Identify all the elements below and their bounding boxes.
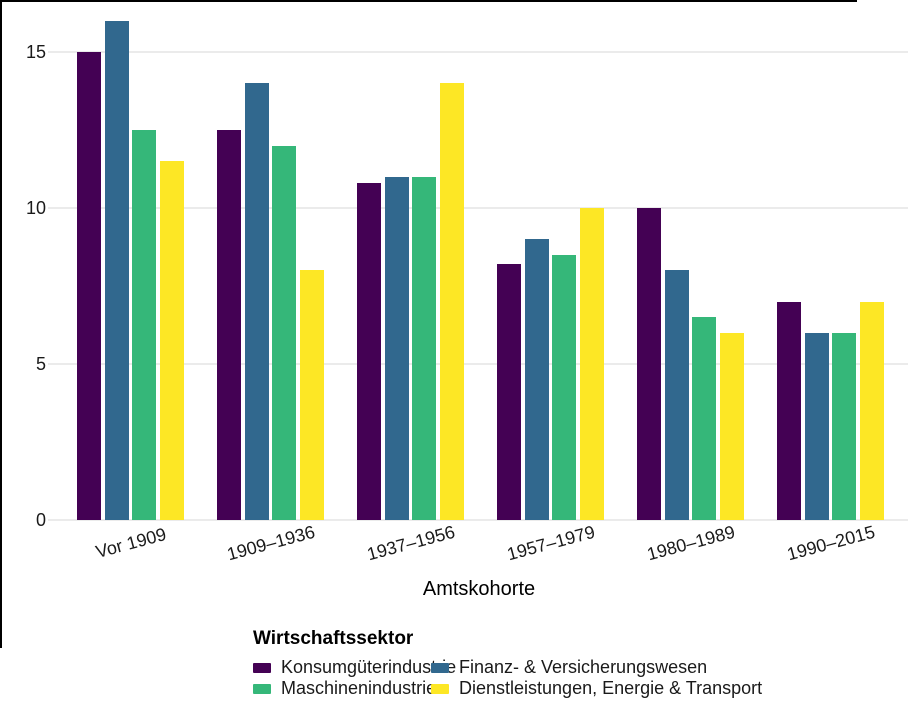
bar-1937–1956-1 xyxy=(357,183,382,520)
bar-Vor-1909-1 xyxy=(77,52,102,520)
gridline-y-5 xyxy=(48,363,908,365)
bar-Vor-1909-3 xyxy=(132,130,157,520)
bar-1909–1936-2 xyxy=(244,83,269,520)
bar-1909–1936-1 xyxy=(217,130,242,520)
legend-label-4: Dienstleistungen, Energie & Transport xyxy=(459,678,763,698)
legend-label-3: Maschinenindustrie xyxy=(281,678,437,698)
legend-item-4: Dienstleistungen, Energie & Transport xyxy=(431,678,762,699)
x-tick-label-1: Vor 1909 xyxy=(93,524,168,562)
x-tick-label-5: 1980–1989 xyxy=(644,521,737,565)
legend-swatch-1 xyxy=(253,662,271,673)
bar-Vor-1909-4 xyxy=(159,161,184,520)
bar-1909–1936-3 xyxy=(272,145,297,520)
gridline-y-10 xyxy=(48,207,908,209)
legend-swatch-4 xyxy=(431,683,449,694)
legend-items: Konsumgüterindustrie Finanz- & Versicheru… xyxy=(253,657,762,699)
bar-1990–2015-1 xyxy=(777,301,802,520)
bar-1937–1956-2 xyxy=(384,176,409,520)
bar-1990–2015-3 xyxy=(832,332,857,520)
gridline-y-0 xyxy=(48,519,908,521)
y-tick-label-5: 5 xyxy=(35,354,46,374)
legend-title: Wirtschaftssektor xyxy=(253,628,414,649)
bar-1909–1936-4 xyxy=(299,270,324,520)
bar-1980–1989-1 xyxy=(637,208,662,520)
bar-1980–1989-3 xyxy=(692,317,717,520)
x-tick-label-6: 1990–2015 xyxy=(784,521,877,565)
legend: Wirtschaftssektor Konsumgüterindustrie Fi… xyxy=(253,628,762,699)
bar-Vor-1909-2 xyxy=(104,20,129,520)
x-tick-label-3: 1937–1956 xyxy=(364,521,457,565)
y-tick-label-0: 0 xyxy=(35,510,46,530)
frame-border-top xyxy=(0,0,857,2)
frame-border-left xyxy=(0,0,2,648)
legend-label-2: Finanz- & Versicherungswesen xyxy=(459,657,708,677)
gridline-y-15 xyxy=(48,51,908,53)
legend-swatch-2 xyxy=(431,662,449,673)
bar-1980–1989-2 xyxy=(664,270,689,520)
x-tick-label-4: 1957–1979 xyxy=(504,521,597,565)
bar-1980–1989-4 xyxy=(719,332,744,520)
legend-swatch-3 xyxy=(253,683,271,694)
legend-item-3: Maschinenindustrie xyxy=(253,678,436,699)
y-tick-label-15: 15 xyxy=(25,42,46,62)
bar-1937–1956-4 xyxy=(439,83,464,520)
bar-1957–1979-1 xyxy=(497,264,522,520)
bar-1990–2015-2 xyxy=(804,332,829,520)
bar-1957–1979-2 xyxy=(524,239,549,520)
legend-item-1: Konsumgüterindustrie xyxy=(253,657,456,678)
bar-1957–1979-4 xyxy=(579,208,604,520)
y-tick-label-10: 10 xyxy=(25,198,46,218)
bar-1990–2015-4 xyxy=(859,301,884,520)
bar-1957–1979-3 xyxy=(552,254,577,520)
legend-label-1: Konsumgüterindustrie xyxy=(281,657,457,677)
legend-item-2: Finanz- & Versicherungswesen xyxy=(431,657,762,678)
x-tick-label-2: 1909–1936 xyxy=(224,521,317,565)
bar-1937–1956-3 xyxy=(412,176,437,520)
x-axis-title: Amtskohorte xyxy=(422,578,536,600)
